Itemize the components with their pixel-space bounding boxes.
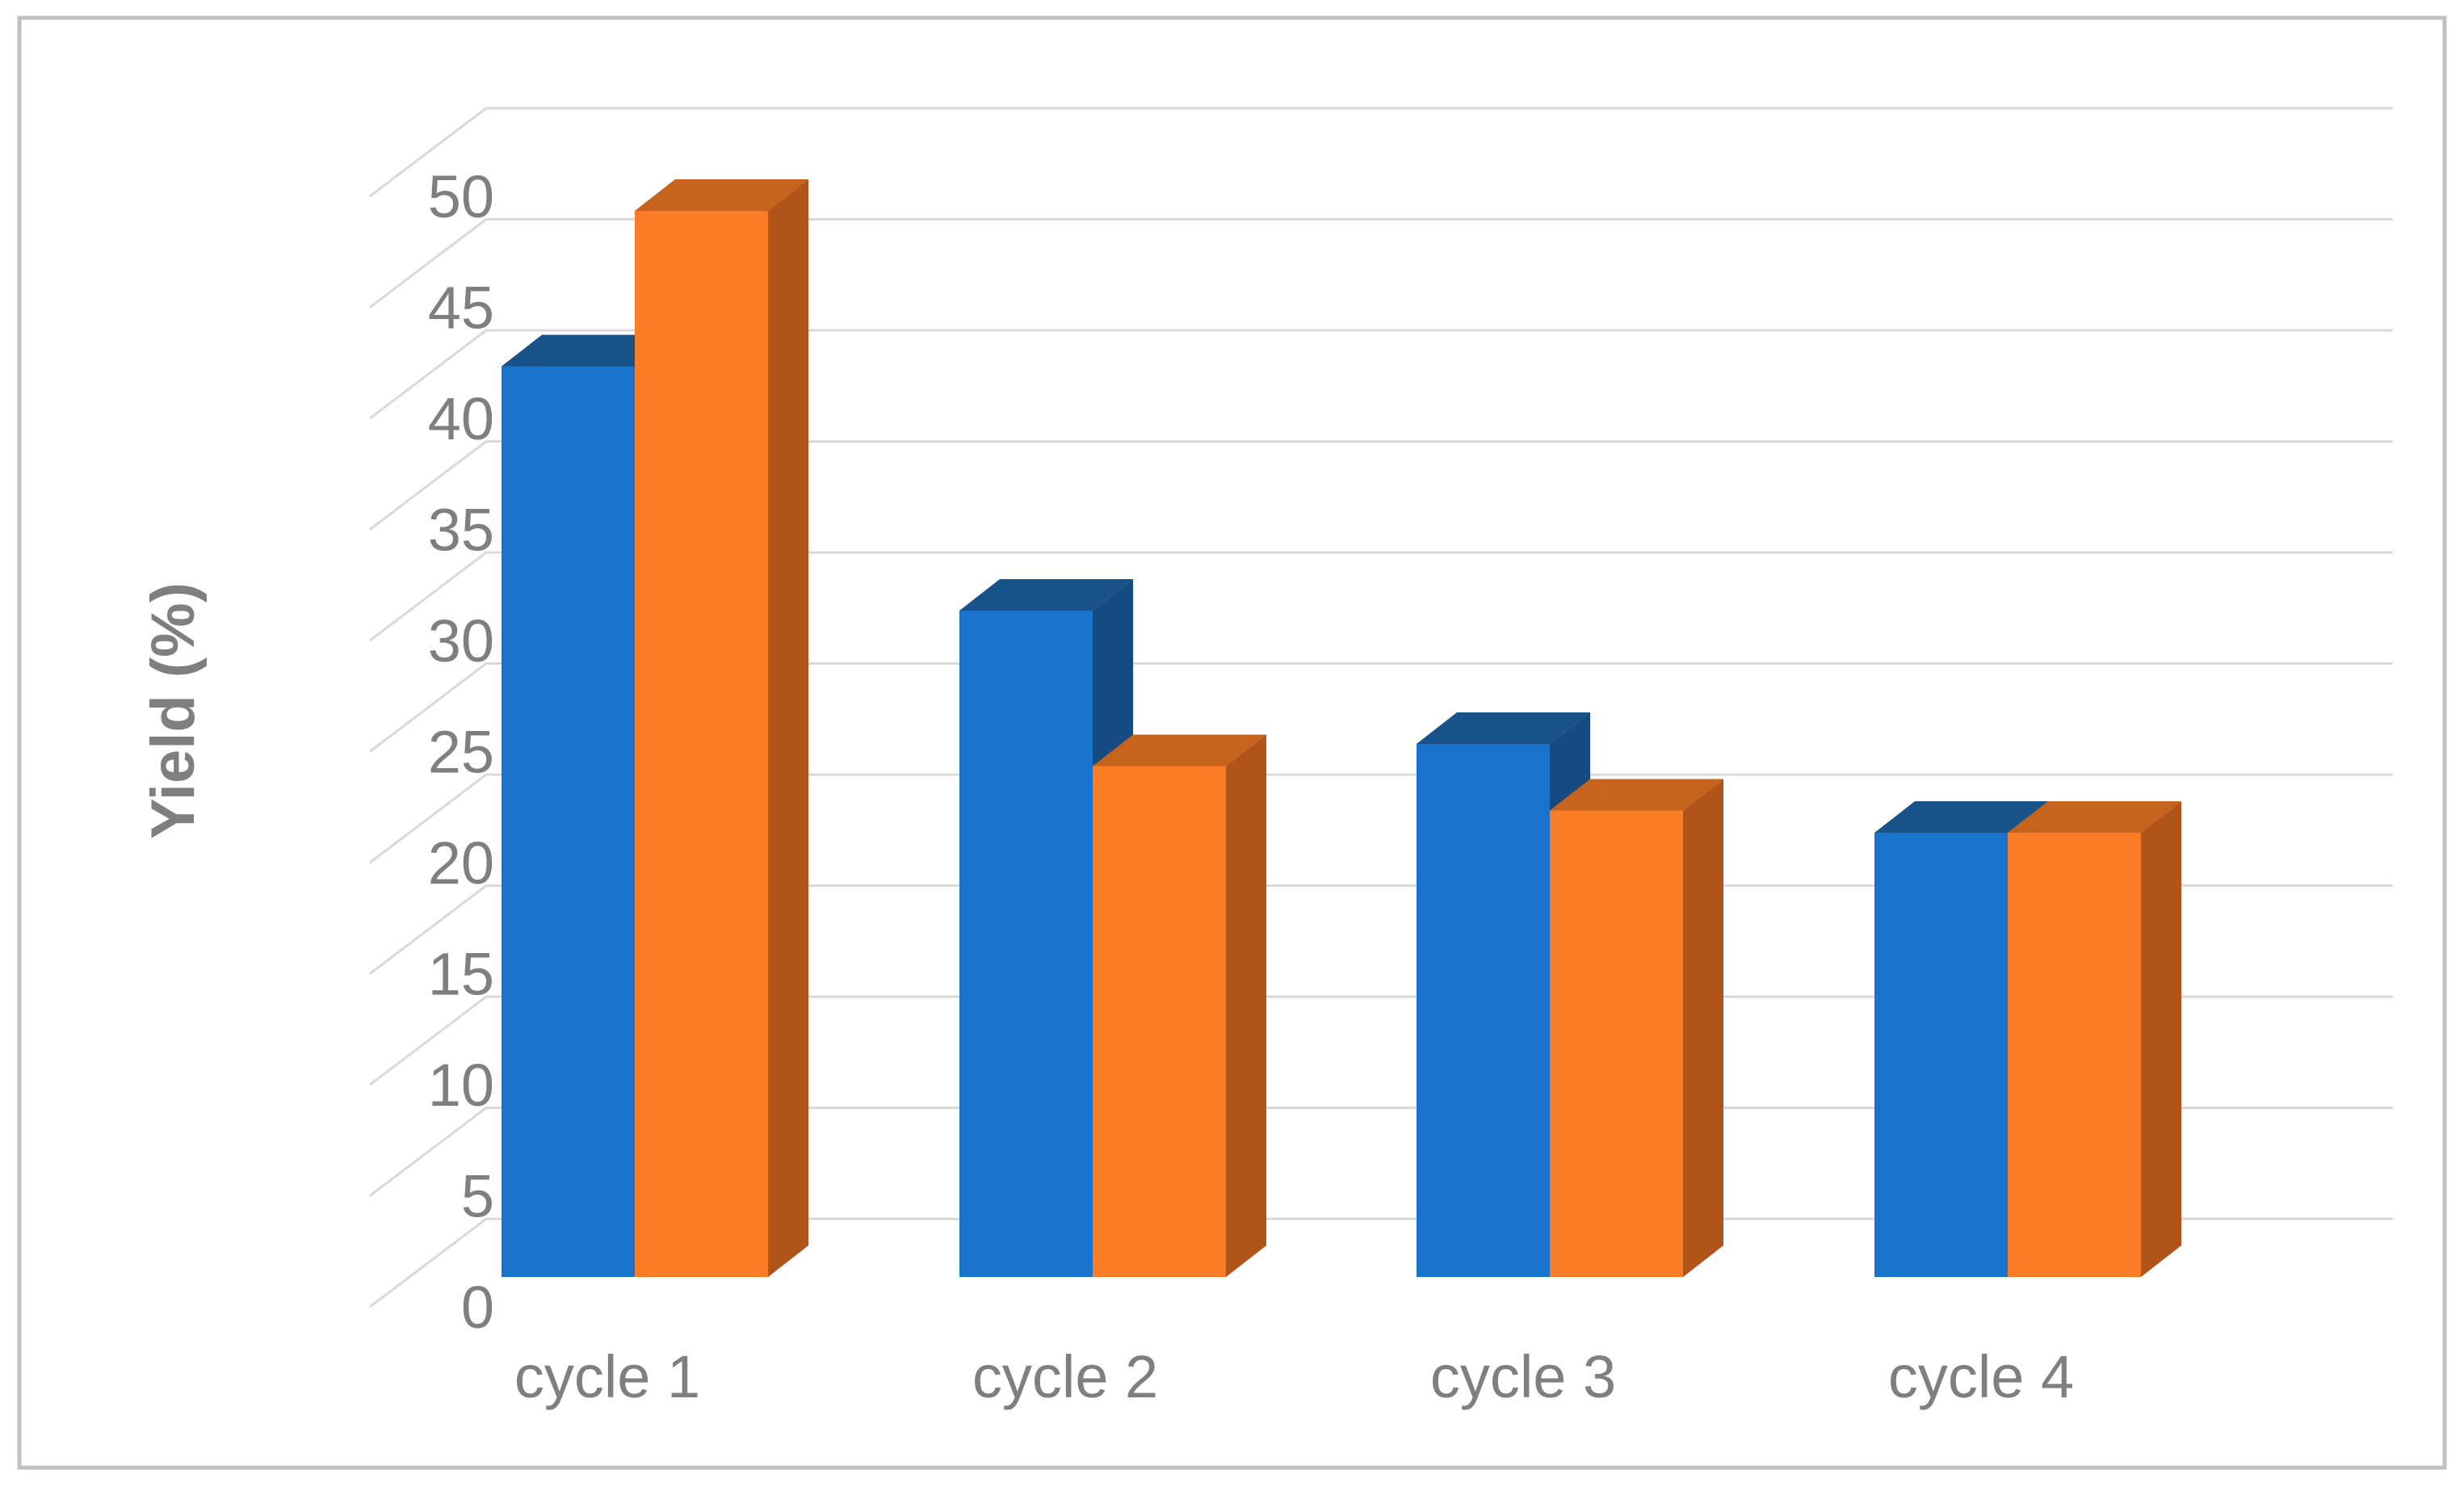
bar-top-face	[1874, 801, 2048, 833]
x-category-label-3: cycle 3	[1430, 1343, 1616, 1410]
bar-top-face	[1550, 779, 1723, 811]
gridline-25	[369, 662, 2393, 753]
bar-front-face	[1550, 810, 1683, 1277]
x-category-label-1: cycle 1	[514, 1343, 700, 1410]
gridline-40	[369, 329, 2393, 420]
bars	[502, 179, 2181, 1277]
gridline-30	[369, 551, 2393, 642]
bar-top-face	[2008, 801, 2181, 833]
y-axis-title: Yield (%)	[139, 582, 208, 839]
y-tick-label-45: 45	[428, 275, 494, 342]
gridline-0	[369, 1217, 2393, 1308]
gridline-15	[369, 884, 2393, 975]
y-tick-label-50: 50	[428, 163, 494, 230]
bar-side-face	[768, 179, 808, 1277]
y-tick-label-25: 25	[428, 719, 494, 786]
x-category-label-4: cycle 4	[1888, 1343, 2074, 1410]
gridline-50	[369, 107, 2393, 198]
bar-top-face	[1093, 734, 1266, 767]
bar-orange-cycle-3	[1550, 779, 1723, 1277]
y-tick-label-30: 30	[428, 607, 494, 674]
figure-border	[17, 15, 2447, 1470]
gridline-10	[369, 995, 2393, 1086]
y-tick-label-0: 0	[461, 1274, 494, 1341]
y-tick-label-5: 5	[461, 1163, 494, 1230]
bar-orange-cycle-4	[2008, 801, 2181, 1277]
bar-top-face	[635, 179, 808, 211]
y-tick-label-10: 10	[428, 1052, 494, 1119]
gridline-20	[369, 773, 2393, 864]
bar-front-face	[1093, 766, 1226, 1277]
bar-front-face	[502, 366, 635, 1277]
bar-top-face	[502, 334, 675, 367]
gridline-5	[369, 1107, 2393, 1197]
bar-side-face	[1226, 734, 1266, 1277]
bar-front-face	[1874, 833, 2008, 1277]
gridlines	[369, 107, 2393, 1308]
bar-front-face	[635, 211, 768, 1277]
y-tick-label-15: 15	[428, 941, 494, 1008]
x-category-label-2: cycle 2	[972, 1343, 1158, 1410]
bar-top-face	[1417, 712, 1590, 744]
y-tick-label-35: 35	[428, 497, 494, 564]
gridline-45	[369, 218, 2393, 309]
y-tick-label-40: 40	[428, 385, 494, 452]
x-category-labels: cycle 1 cycle 2 cycle 3 cycle 4	[514, 1343, 2074, 1410]
bar-front-face	[959, 611, 1093, 1277]
bar-orange-cycle-1	[635, 179, 808, 1277]
y-tick-label-20: 20	[428, 830, 494, 897]
bar-orange-cycle-2	[1093, 734, 1266, 1277]
bar-top-face	[959, 579, 1133, 611]
y-tick-labels: 0 5 10 15 20 25 30 35 40 45 50	[428, 163, 494, 1341]
gridline-35	[369, 440, 2393, 531]
bar-side-face	[2141, 801, 2181, 1277]
bar-front-face	[1417, 744, 1550, 1277]
bar-front-face	[2008, 833, 2141, 1277]
bar-side-face	[1683, 779, 1723, 1277]
